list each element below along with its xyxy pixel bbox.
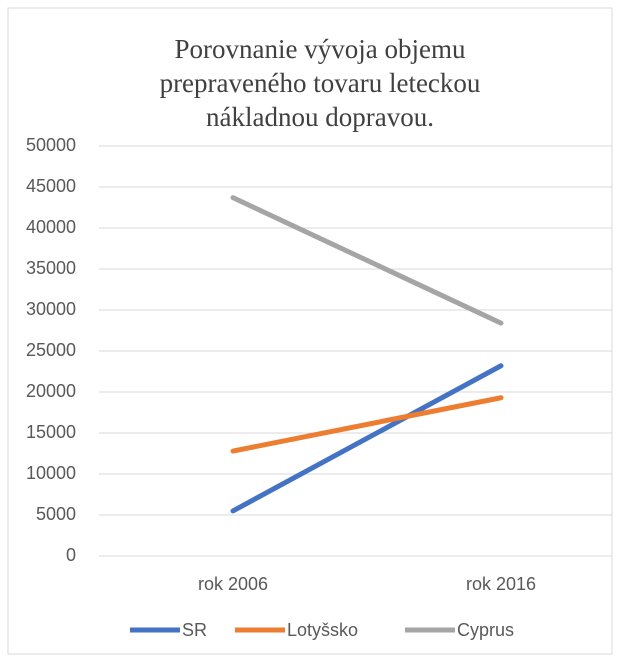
chart-title: Porovnanie vývoja objemu prepraveného to… [159, 34, 481, 132]
x-tick-label: rok 2016 [466, 574, 536, 594]
series-line [230, 363, 504, 514]
series-line [230, 395, 504, 454]
y-tick-label: 30000 [26, 299, 76, 319]
y-tick-label: 35000 [26, 258, 76, 278]
y-tick-label: 50000 [26, 135, 76, 155]
chart-frame [7, 7, 613, 655]
legend-label: Cyprus [457, 620, 514, 640]
x-tick-label: rok 2006 [198, 574, 268, 594]
y-tick-label: 10000 [26, 463, 76, 483]
y-tick-label: 0 [66, 545, 76, 565]
y-tick-label: 20000 [26, 381, 76, 401]
legend-label: SR [182, 620, 207, 640]
y-tick-label: 25000 [26, 340, 76, 360]
y-tick-label: 15000 [26, 422, 76, 442]
legend-label: Lotyšsko [287, 620, 358, 640]
y-tick-label: 5000 [36, 504, 76, 524]
y-tick-label: 45000 [26, 176, 76, 196]
series-line [230, 195, 504, 326]
y-tick-label: 40000 [26, 217, 76, 237]
